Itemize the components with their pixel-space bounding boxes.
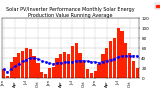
Title: Solar PV/Inverter Performance Monthly Solar Energy Production Value Running Aver: Solar PV/Inverter Performance Monthly So… xyxy=(6,7,135,18)
Bar xyxy=(94,70,97,78)
Bar xyxy=(63,52,66,78)
Bar xyxy=(86,69,89,78)
Bar xyxy=(48,68,51,78)
Bar xyxy=(44,74,47,78)
Bar xyxy=(124,43,128,78)
Bar xyxy=(52,67,55,78)
Bar xyxy=(17,53,20,78)
Bar xyxy=(36,63,40,78)
Bar xyxy=(25,48,28,78)
Bar xyxy=(105,48,108,78)
Bar xyxy=(128,53,131,78)
Bar xyxy=(97,64,101,78)
Bar xyxy=(2,69,5,78)
Bar xyxy=(132,60,135,78)
Bar xyxy=(13,57,17,78)
Legend: Value, Running Average: Value, Running Average xyxy=(155,3,160,9)
Bar xyxy=(21,50,24,78)
Bar xyxy=(75,43,78,78)
Bar xyxy=(71,46,74,78)
Bar xyxy=(136,68,139,78)
Bar xyxy=(116,28,120,78)
Bar xyxy=(29,49,32,78)
Bar xyxy=(90,73,93,78)
Bar xyxy=(32,56,36,78)
Bar xyxy=(82,60,85,78)
Bar xyxy=(10,62,13,78)
Bar xyxy=(109,40,112,78)
Bar xyxy=(113,38,116,78)
Bar xyxy=(67,54,70,78)
Bar xyxy=(78,53,82,78)
Bar xyxy=(40,72,43,78)
Bar xyxy=(120,30,124,78)
Bar xyxy=(101,54,104,78)
Bar xyxy=(55,58,59,78)
Bar xyxy=(59,54,62,78)
Bar xyxy=(6,76,9,78)
